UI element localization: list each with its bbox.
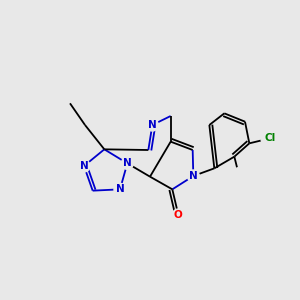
Circle shape — [230, 168, 248, 186]
Circle shape — [146, 119, 158, 131]
Circle shape — [172, 209, 184, 221]
Text: N: N — [189, 171, 198, 181]
Text: Cl: Cl — [264, 133, 276, 143]
Circle shape — [121, 157, 133, 169]
Circle shape — [78, 160, 90, 172]
Text: N: N — [148, 120, 157, 130]
Circle shape — [114, 183, 126, 195]
Text: N: N — [116, 184, 124, 194]
Text: N: N — [80, 161, 88, 171]
Circle shape — [261, 129, 279, 147]
Circle shape — [187, 170, 199, 182]
Text: N: N — [123, 158, 132, 168]
Text: O: O — [174, 210, 183, 220]
